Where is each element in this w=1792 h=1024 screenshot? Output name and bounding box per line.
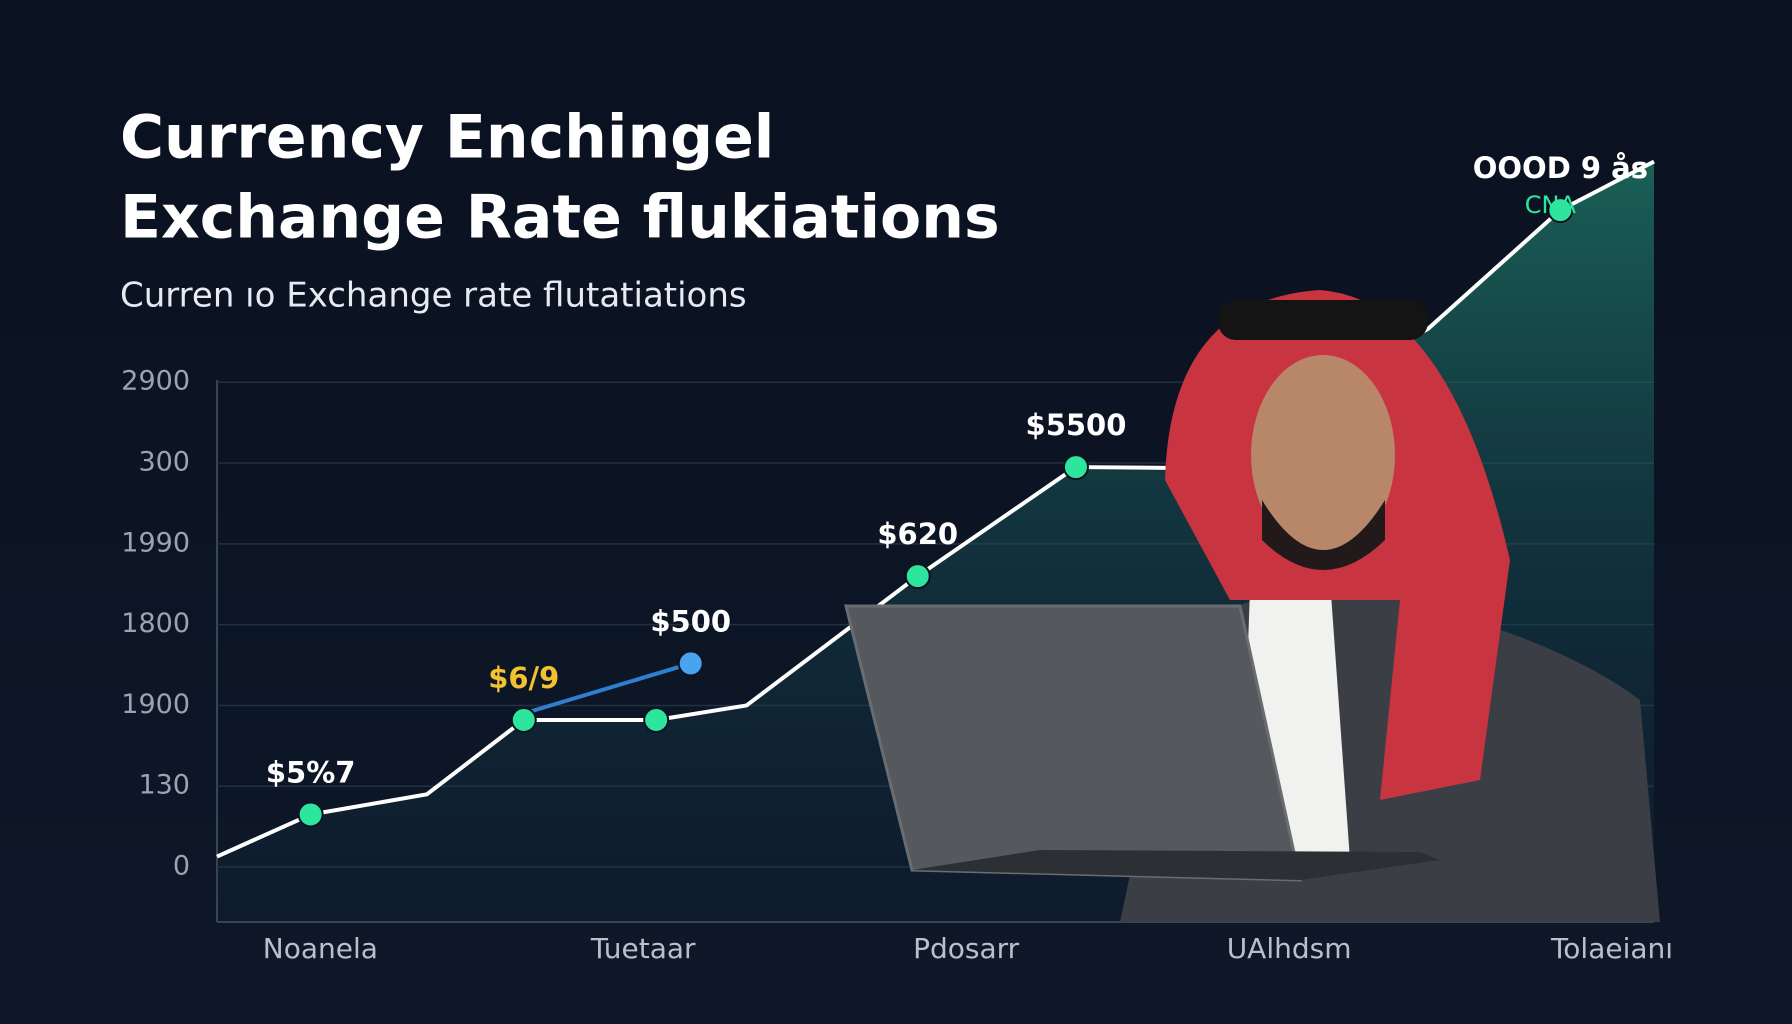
marker <box>1547 197 1574 224</box>
x-tick-label: UAlhdsm <box>1227 932 1352 965</box>
agal <box>1218 300 1428 340</box>
data-label: $5500 <box>1026 408 1127 442</box>
laptop-base <box>912 850 1440 880</box>
marker <box>297 801 324 828</box>
chart-subtitle: Curren ıo Exchange rate flutatiations <box>120 276 747 316</box>
data-label: $6/9 <box>488 661 559 695</box>
marker <box>510 706 537 733</box>
y-tick-label: 130 <box>138 770 190 801</box>
line <box>523 661 692 716</box>
beard <box>1262 500 1385 570</box>
y-tick-label: 1990 <box>121 527 190 558</box>
x-tick-label: Noanela <box>263 932 378 965</box>
data-label: $5%7 <box>266 756 356 790</box>
marker <box>643 706 670 733</box>
x-tick-label: Pdosarr <box>913 932 1020 965</box>
marker <box>677 650 704 677</box>
person-illustration <box>844 290 1660 922</box>
y-tick-label: 1800 <box>121 608 190 639</box>
y-tick-label: 0 <box>173 851 190 882</box>
marker <box>904 563 931 590</box>
face <box>1251 355 1395 555</box>
y-tick-label: 300 <box>138 447 190 478</box>
marker <box>1062 454 1089 481</box>
annotation: CNA <box>1525 191 1577 219</box>
x-tick-label: Tolaeianı <box>1550 932 1673 965</box>
data-label: OOOD 9 ås <box>1473 151 1648 185</box>
line <box>216 159 1655 859</box>
chart-title: Currency Enchingel <box>120 103 774 173</box>
laptop <box>844 604 1302 882</box>
y-tick-label: 2900 <box>121 366 190 397</box>
x-tick-label: Tuetaar <box>590 932 696 965</box>
data-label: $620 <box>877 517 958 551</box>
chart-title: Exchange Rate flukiations <box>120 183 1000 253</box>
data-label: $500 <box>650 604 731 638</box>
y-tick-label: 1900 <box>121 689 190 720</box>
